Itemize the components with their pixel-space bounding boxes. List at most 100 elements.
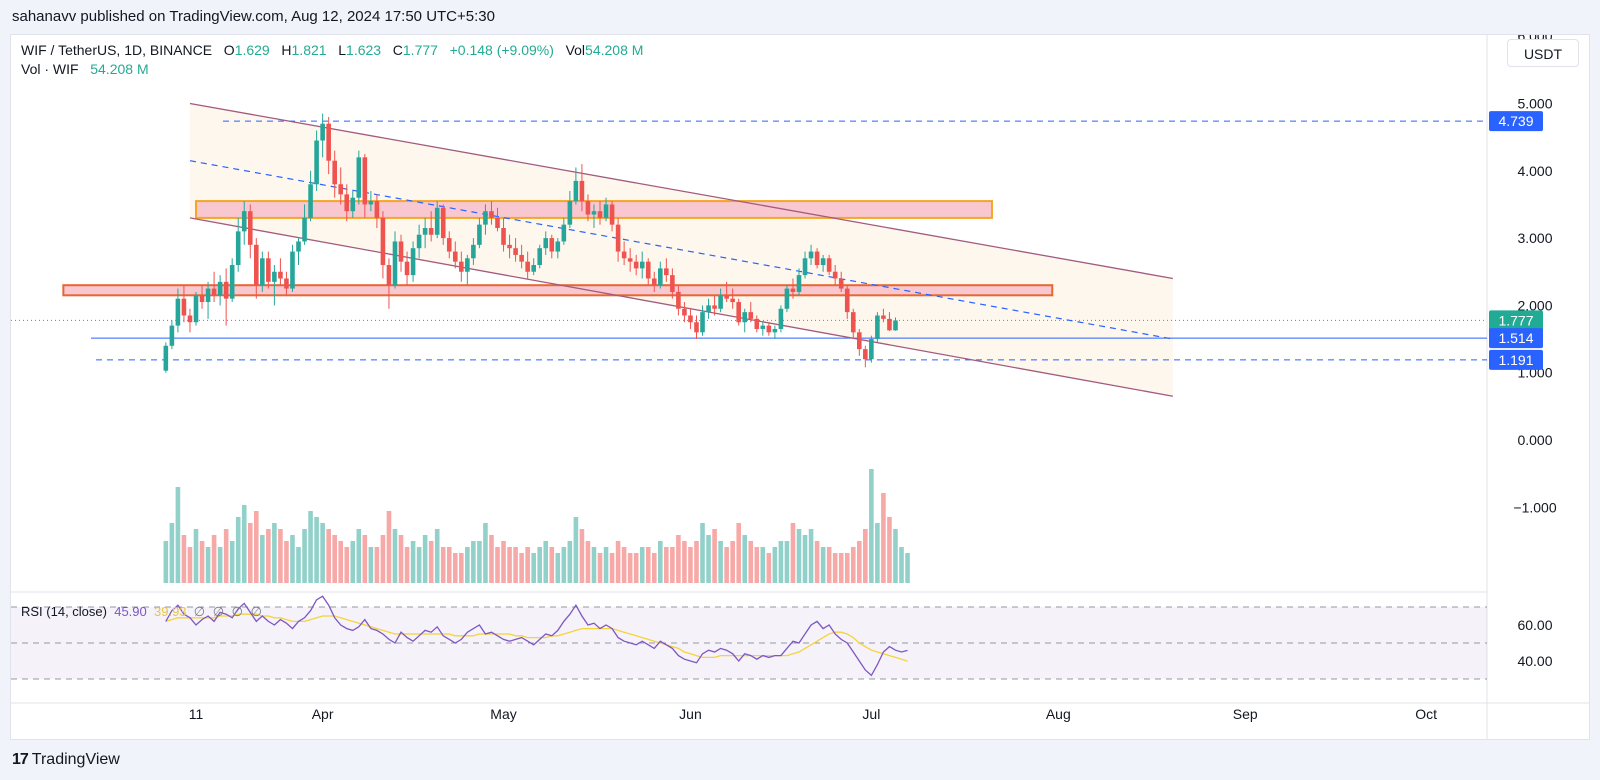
time-axis-label: Jun: [679, 706, 702, 722]
volume-bar: [181, 535, 187, 583]
candle-body: [410, 248, 416, 276]
candle-body: [320, 123, 325, 141]
volume-bar: [760, 547, 766, 583]
change-value: +0.148 (+9.09%): [449, 42, 554, 58]
candle-body: [808, 251, 814, 259]
volume-bar: [278, 529, 283, 583]
volume-bar: [875, 523, 880, 583]
rsi-ma-value: 39.93: [154, 604, 187, 619]
channel-mid-line: [189, 160, 1173, 340]
candle-body: [712, 305, 717, 309]
volume-legend-label[interactable]: Vol · WIF: [21, 61, 79, 77]
volume-bar: [247, 523, 253, 583]
volume-bar: [489, 535, 494, 583]
open-value: 1.629: [234, 42, 270, 58]
candle-body: [428, 228, 434, 235]
low-value: 1.623: [346, 42, 382, 58]
volume-bar: [163, 541, 169, 583]
volume-bar: [694, 541, 699, 583]
volume-bar: [651, 553, 657, 583]
candle-body: [633, 261, 639, 269]
candle-body: [718, 295, 723, 309]
volume-bar: [362, 535, 368, 583]
volume-bar: [869, 469, 874, 583]
volume-bar: [260, 535, 265, 583]
rsi-ma-line: [165, 613, 908, 662]
volume-bar: [820, 547, 826, 583]
volume-bar: [374, 547, 380, 583]
level-tag-1.191: [1489, 349, 1543, 370]
candle-body: [694, 322, 699, 333]
price-chart[interactable]: 6.0005.0004.0003.0002.0001.0000.000−1.00…: [11, 35, 1590, 740]
volume-bar: [404, 547, 410, 583]
candle-body: [344, 194, 350, 212]
channel-lower-line: [189, 217, 1173, 397]
volume-bar: [199, 541, 205, 583]
level-tag-4.739: [1489, 111, 1543, 132]
candle-body: [869, 339, 874, 360]
time-axis-label: Sep: [1233, 706, 1258, 722]
level-tag-1.777: [1489, 310, 1543, 331]
candle-body: [513, 248, 518, 255]
volume-bar: [471, 541, 476, 583]
candle-body: [314, 140, 319, 185]
volume-bar: [380, 535, 386, 583]
candle-body: [893, 320, 898, 331]
candle-body: [670, 275, 675, 292]
volume-bar: [573, 517, 579, 583]
volume-bar: [790, 523, 796, 583]
volume-bar: [223, 529, 229, 583]
volume-bar: [802, 535, 808, 583]
volume-bar: [308, 511, 313, 583]
candle-body: [386, 265, 392, 286]
candle-body: [784, 288, 790, 309]
volume-bar: [459, 553, 464, 583]
volume-bar: [205, 547, 211, 583]
candle-body: [706, 305, 711, 313]
candle-body: [627, 258, 633, 262]
level-tag-text: 1.514: [1498, 330, 1533, 346]
volume-bar: [507, 547, 512, 583]
candle-body: [326, 123, 331, 161]
candle-body: [380, 217, 386, 266]
volume-bar: [645, 547, 651, 583]
close-label: C: [392, 42, 403, 58]
volume-bar: [531, 553, 536, 583]
candle-body: [266, 258, 271, 282]
candle-body: [820, 258, 826, 266]
volume-bar: [266, 529, 271, 583]
volume-bar: [477, 541, 482, 583]
candle-body: [260, 258, 265, 286]
candle-body: [163, 345, 169, 371]
candle-body: [247, 211, 253, 245]
candle-body: [651, 278, 657, 286]
candle-body: [181, 298, 187, 316]
rsi-extra-values: ∅ ∅ ∅ ∅: [193, 604, 264, 619]
chart-frame[interactable]: 6.0005.0004.0003.0002.0001.0000.000−1.00…: [10, 34, 1590, 740]
price-axis-label: 2.000: [1517, 297, 1552, 313]
rsi-label[interactable]: RSI (14, close): [21, 604, 107, 619]
volume-bar: [338, 541, 344, 583]
candle-body: [434, 207, 440, 235]
candle-body: [501, 228, 506, 245]
candle-body: [302, 217, 307, 242]
time-axis-label: Jul: [862, 706, 880, 722]
volume-bar: [778, 541, 784, 583]
level-tag-1.514: [1489, 328, 1543, 349]
symbol-title[interactable]: WIF / TetherUS, 1D, BINANCE: [21, 42, 213, 58]
candle-body: [802, 258, 808, 276]
candle-body: [217, 281, 223, 296]
volume-bar: [254, 511, 259, 583]
volume-bar: [386, 511, 392, 583]
currency-button[interactable]: USDT: [1507, 39, 1579, 67]
volume-bar: [398, 535, 404, 583]
candle-body: [585, 201, 591, 215]
volume-bar: [754, 547, 760, 583]
candle-body: [229, 265, 235, 299]
volume-bar: [422, 535, 428, 583]
time-axis-label: 11: [189, 706, 204, 722]
tradingview-logo[interactable]: 17 TradingView: [12, 750, 120, 770]
candle-body: [278, 271, 283, 279]
volume-bar: [193, 529, 199, 583]
volume-bar: [320, 523, 325, 583]
